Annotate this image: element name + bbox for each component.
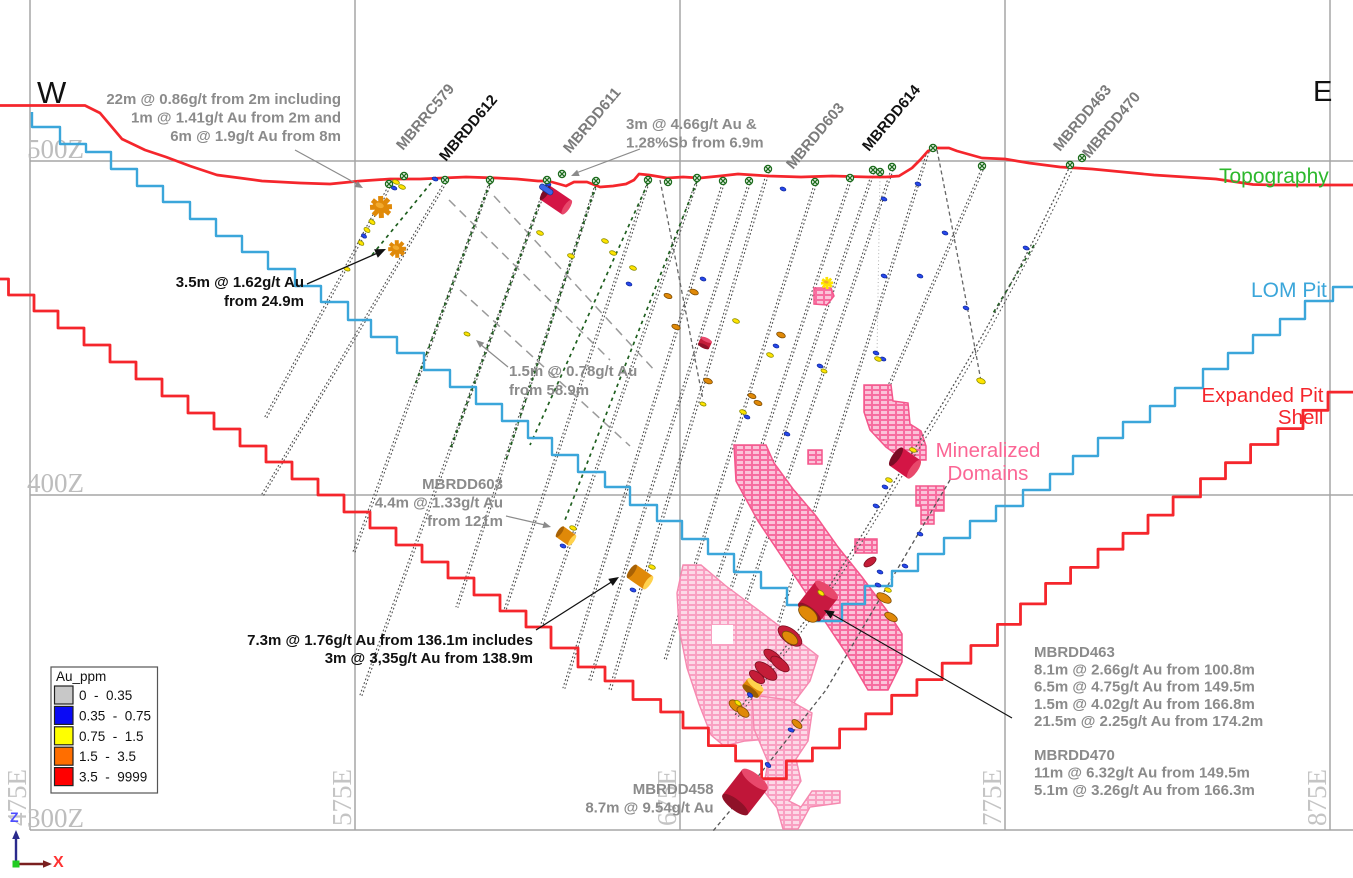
svg-text:Au_ppm: Au_ppm <box>56 669 106 684</box>
svg-text:Domains: Domains <box>948 462 1029 485</box>
svg-text:8.1m @ 2.66g/t Au from 100.8m: 8.1m @ 2.66g/t Au from 100.8m <box>1034 661 1255 678</box>
svg-text:21.5m @ 2.25g/t Au from 174.2m: 21.5m @ 2.25g/t Au from 174.2m <box>1034 713 1263 730</box>
svg-text:MBRDD463: MBRDD463 <box>1034 644 1115 661</box>
svg-text:3m @ 3,35g/t Au from 138.9m: 3m @ 3,35g/t Au from 138.9m <box>325 650 533 667</box>
svg-text:from 24.9m: from 24.9m <box>224 293 304 310</box>
svg-text:3.5 - 9999: 3.5 - 9999 <box>79 770 147 785</box>
svg-text:22m @ 0.86g/t from 2m includin: 22m @ 0.86g/t from 2m including <box>106 91 341 108</box>
svg-text:3.5m @ 1.62g/t Au: 3.5m @ 1.62g/t Au <box>176 274 304 291</box>
svg-text:1.5m @ 4.02g/t Au from 166.8m: 1.5m @ 4.02g/t Au from 166.8m <box>1034 696 1255 713</box>
svg-text:from 121m: from 121m <box>427 513 503 530</box>
svg-text:775E: 775E <box>977 769 1007 826</box>
svg-text:675E: 675E <box>652 769 682 826</box>
svg-text:11m @ 6.32g/t Au from 149.5m: 11m @ 6.32g/t Au from 149.5m <box>1034 765 1250 782</box>
svg-text:1.5m @ 0.78g/t Au: 1.5m @ 0.78g/t Au <box>509 363 637 380</box>
svg-text:7.3m @ 1.76g/t Au from 136.1m: 7.3m @ 1.76g/t Au from 136.1m includes <box>247 632 533 649</box>
svg-text:Z: Z <box>10 809 19 825</box>
svg-text:5.1m @ 3.26g/t Au from 166.3m: 5.1m @ 3.26g/t Au from 166.3m <box>1034 782 1255 799</box>
svg-text:X: X <box>53 854 64 871</box>
svg-text:LOM Pit: LOM Pit <box>1251 279 1327 302</box>
svg-text:1m @ 1.41g/t Au from 2m and: 1m @ 1.41g/t Au from 2m and <box>131 109 341 126</box>
svg-text:575E: 575E <box>327 769 357 826</box>
svg-text:1.5 - 3.5: 1.5 - 3.5 <box>79 749 136 764</box>
svg-text:3m @ 4.66g/t Au &: 3m @ 4.66g/t Au & <box>626 116 757 133</box>
svg-text:from 58.9m: from 58.9m <box>509 382 589 399</box>
svg-text:8.7m @ 9.54g/t Au: 8.7m @ 9.54g/t Au <box>585 800 713 817</box>
svg-text:475E: 475E <box>2 769 32 826</box>
svg-text:6.5m @ 4.75g/t Au from 149.5m: 6.5m @ 4.75g/t Au from 149.5m <box>1034 679 1255 696</box>
svg-text:4.4m @ 1.33g/t Au: 4.4m @ 1.33g/t Au <box>375 494 503 511</box>
svg-text:0.75 - 1.5: 0.75 - 1.5 <box>79 729 144 744</box>
svg-text:Expanded Pit: Expanded Pit <box>1202 384 1324 407</box>
svg-text:6m @ 1.9g/t Au from 8m: 6m @ 1.9g/t Au from 8m <box>170 128 341 145</box>
svg-text:875E: 875E <box>1302 769 1332 826</box>
svg-text:0 - 0.35: 0 - 0.35 <box>79 688 132 703</box>
svg-text:MBRDD611: MBRDD611 <box>560 84 624 156</box>
svg-text:Mineralized: Mineralized <box>936 439 1041 462</box>
svg-text:0.35 - 0.75: 0.35 - 0.75 <box>79 708 151 723</box>
svg-text:Shell: Shell <box>1278 406 1324 429</box>
svg-text:W: W <box>37 75 67 110</box>
svg-text:500Z: 500Z <box>27 134 84 164</box>
svg-text:300Z: 300Z <box>27 803 84 833</box>
svg-text:MBRDD603: MBRDD603 <box>422 476 503 493</box>
svg-text:E: E <box>1313 76 1332 108</box>
svg-text:1.28%Sb from 6.9m: 1.28%Sb from 6.9m <box>626 134 764 151</box>
svg-text:MBRDD470: MBRDD470 <box>1034 747 1115 764</box>
svg-text:MBRDD614: MBRDD614 <box>859 81 924 154</box>
svg-text:Topography: Topography <box>1219 165 1329 188</box>
svg-text:MBRDD458: MBRDD458 <box>633 781 714 798</box>
svg-text:400Z: 400Z <box>27 468 84 498</box>
